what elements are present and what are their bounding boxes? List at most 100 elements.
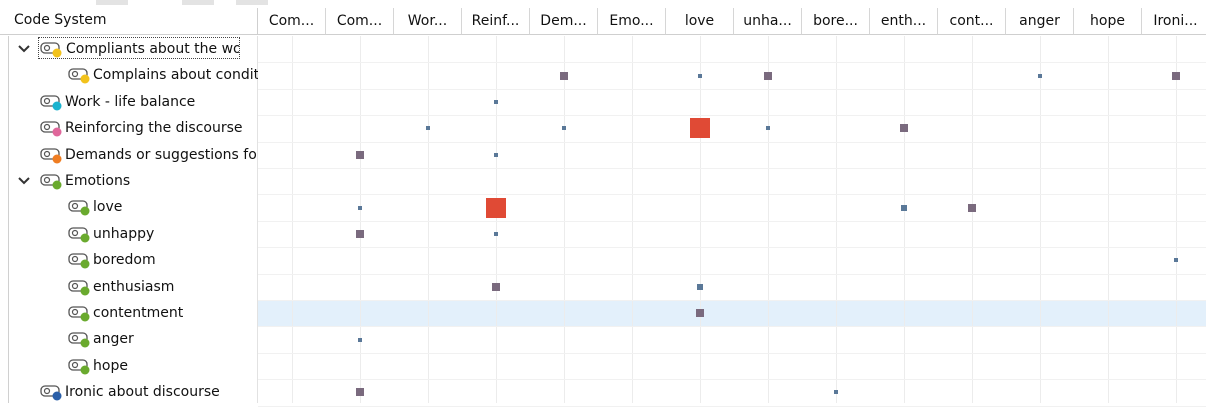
column-header[interactable]: Dem... [530,8,598,35]
code-icon [40,42,62,58]
code-icon [40,95,62,111]
code-label[interactable]: love [93,199,123,216]
cooccurrence-mark[interactable] [834,390,838,395]
code-icon [68,279,90,296]
grid-line [1108,36,1109,403]
code-label[interactable]: Reinforcing the discourse [65,120,243,137]
cooccurrence-mark[interactable] [356,388,364,397]
code-label[interactable]: Work - life balance [65,93,196,110]
column-header[interactable]: unha... [734,8,802,35]
row-highlight [258,300,1206,326]
grid-line [700,36,701,403]
column-header[interactable]: cont... [938,8,1006,35]
cooccurrence-mark[interactable] [1172,71,1180,80]
grid-line [496,36,497,403]
grid-line [360,36,361,403]
grid-line [904,36,905,403]
cooccurrence-mark[interactable] [494,152,498,157]
cooccurrence-mark[interactable] [560,71,568,80]
cooccurrence-mark[interactable] [358,205,362,210]
column-header[interactable]: Com... [258,8,326,35]
grid-line [632,36,633,403]
cooccurrence-mark[interactable] [1038,73,1042,78]
cooccurrence-mark[interactable] [901,204,907,211]
row-line [258,353,1206,354]
column-header[interactable]: Wor... [394,8,462,35]
column-header[interactable]: hope [1074,8,1142,35]
code-system-header: Code System [0,8,258,35]
column-header[interactable]: love [666,8,734,35]
column-header[interactable]: Ironi... [1142,8,1206,35]
cooccurrence-mark[interactable] [356,230,364,238]
grid-line [564,36,565,403]
grid-line [1176,36,1177,403]
cooccurrence-mark[interactable] [690,118,710,139]
cooccurrence-mark[interactable] [766,126,770,131]
cooccurrence-mark[interactable] [486,197,506,218]
grid-line [1040,36,1041,403]
code-label[interactable]: Compliants about the work [38,37,240,59]
row-line [258,274,1206,275]
code-icon [40,121,62,137]
cooccurrence-mark[interactable] [356,150,364,159]
code-label[interactable]: anger [93,331,134,348]
code-label[interactable]: Complains about conditio [93,67,258,84]
code-label[interactable]: enthusiasm [93,278,175,295]
cooccurrence-mark[interactable] [358,337,362,342]
code-icon [68,332,90,348]
tab-stub [96,0,128,5]
code-label[interactable]: unhappy [93,225,155,242]
cooccurrence-mark[interactable] [697,283,703,290]
code-label[interactable]: contentment [93,305,184,321]
code-icon [68,200,90,216]
column-header[interactable]: bore... [802,8,870,35]
cooccurrence-mark[interactable] [494,232,498,236]
code-label[interactable]: Emotions [65,173,131,189]
column-header[interactable]: Reinf... [462,8,530,35]
cooccurrence-mark[interactable] [494,100,498,104]
row-line [258,62,1206,63]
expand-arrow[interactable] [18,176,30,186]
grid-line [972,36,973,403]
row-line [258,247,1206,248]
top-strip [0,0,1206,8]
expand-arrow[interactable] [18,44,30,54]
grid-line [428,36,429,403]
row-line [258,142,1206,143]
code-icon [68,68,90,84]
row-line [258,168,1206,169]
tab-stub [236,0,268,5]
code-icon [68,253,90,269]
column-header[interactable]: anger [1006,8,1074,35]
code-icon [68,306,90,322]
cooccurrence-mark[interactable] [426,126,430,131]
code-label[interactable]: hope [93,357,128,374]
cooccurrence-mark[interactable] [492,282,500,291]
left-border [8,36,9,403]
row-line [258,379,1206,380]
cooccurrence-mark[interactable] [562,126,566,131]
cooccurrence-mark[interactable] [764,71,772,80]
cooccurrence-mark[interactable] [1174,258,1178,263]
tab-stub [182,0,214,5]
cooccurrence-mark[interactable] [698,73,702,78]
row-line [258,326,1206,327]
column-header[interactable]: Com... [326,8,394,35]
code-label[interactable]: boredom [93,252,156,269]
grid-line [836,36,837,403]
row-line [258,221,1206,222]
cooccurrence-mark[interactable] [900,124,908,133]
cooccurrence-mark[interactable] [696,309,704,318]
column-header[interactable]: Emo... [598,8,666,35]
column-header[interactable]: enth... [870,8,938,35]
code-label[interactable]: Ironic about discourse [65,384,220,401]
code-label[interactable]: Demands or suggestions for b [65,146,258,163]
row-line [258,300,1206,301]
grid-line [768,36,769,403]
cooccurrence-mark[interactable] [968,203,976,212]
row-line [258,115,1206,116]
row-line [258,89,1206,90]
code-icon [40,174,62,190]
code-icon [68,227,90,243]
